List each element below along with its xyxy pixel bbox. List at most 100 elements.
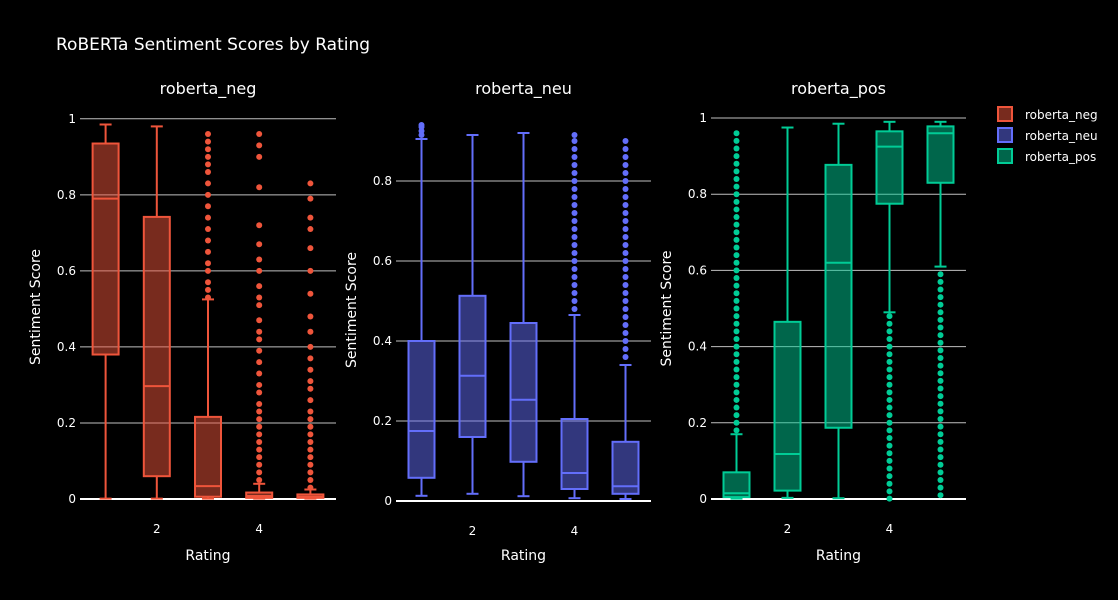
box-rating-3[interactable] bbox=[194, 131, 222, 500]
outlier-point bbox=[886, 450, 893, 457]
outlier-point bbox=[622, 138, 629, 144]
outlier-point bbox=[886, 495, 893, 502]
legend-swatch bbox=[997, 106, 1013, 122]
outlier-point bbox=[205, 191, 211, 198]
outlier-point bbox=[307, 245, 314, 252]
outlier-point bbox=[733, 343, 740, 350]
outlier-point bbox=[622, 162, 629, 168]
box-rating-1[interactable] bbox=[722, 130, 751, 500]
outlier-point bbox=[307, 385, 314, 392]
box-rating-2[interactable] bbox=[458, 134, 487, 495]
outlier-point bbox=[733, 145, 740, 152]
legend-swatch bbox=[997, 127, 1013, 143]
outlier-point bbox=[307, 397, 314, 404]
outlier-point bbox=[205, 169, 211, 176]
outlier-point bbox=[256, 423, 263, 430]
box-rating-4[interactable] bbox=[875, 120, 904, 502]
box-rating-5[interactable] bbox=[296, 180, 325, 500]
box-iqr bbox=[926, 125, 955, 184]
y-tick-label: 0 bbox=[699, 492, 707, 506]
outlier-point bbox=[622, 178, 629, 184]
box-rating-4[interactable] bbox=[245, 131, 274, 500]
y-tick-label: 1 bbox=[68, 112, 76, 126]
outlier-point bbox=[571, 250, 578, 256]
outlier-point bbox=[256, 328, 263, 335]
outlier-point bbox=[937, 271, 944, 278]
legend-item-roberta_pos[interactable]: roberta_pos bbox=[997, 148, 1096, 164]
outlier-point bbox=[571, 210, 578, 216]
outlier-point bbox=[205, 267, 211, 274]
box-rating-3[interactable] bbox=[824, 122, 853, 500]
subplot-title: roberta_neg bbox=[160, 79, 257, 99]
outlier-point bbox=[307, 454, 314, 461]
outlier-point bbox=[256, 389, 263, 396]
legend-label: roberta_neu bbox=[1025, 129, 1098, 143]
outlier-point bbox=[571, 266, 578, 272]
outlier-point bbox=[622, 322, 629, 328]
outlier-point bbox=[307, 366, 314, 373]
outlier-point bbox=[733, 229, 740, 236]
outlier-point bbox=[256, 267, 263, 274]
outlier-point bbox=[937, 393, 944, 400]
outlier-point bbox=[571, 162, 578, 168]
legend[interactable]: roberta_neg roberta_neu roberta_pos bbox=[997, 106, 1098, 164]
outlier-point bbox=[256, 416, 263, 423]
outlier-point bbox=[733, 275, 740, 282]
outlier-point bbox=[571, 218, 578, 224]
outlier-point bbox=[622, 226, 629, 232]
outlier-point bbox=[937, 431, 944, 438]
outlier-point bbox=[733, 335, 740, 342]
outlier-point bbox=[886, 480, 893, 487]
outlier-point bbox=[307, 180, 314, 187]
outlier-point bbox=[307, 378, 314, 385]
outlier-point bbox=[886, 381, 893, 388]
box-rating-2[interactable] bbox=[142, 125, 171, 500]
outlier-point bbox=[733, 259, 740, 266]
outlier-point bbox=[205, 279, 211, 286]
outlier-point bbox=[733, 297, 740, 304]
outlier-point bbox=[733, 191, 740, 198]
subplots: 0 0.2 0.4 0.6 0.8 1 2 4 roberta_neg Rating Sentime… bbox=[28, 79, 966, 564]
subplot-title: roberta_pos bbox=[791, 79, 886, 99]
outlier-point bbox=[571, 186, 578, 192]
outlier-point bbox=[622, 242, 629, 248]
box-rating-5[interactable] bbox=[926, 120, 955, 499]
box-rating-5[interactable] bbox=[611, 138, 640, 500]
outlier-point bbox=[937, 370, 944, 377]
outlier-point bbox=[307, 484, 314, 491]
box-iqr bbox=[509, 322, 538, 463]
outlier-point bbox=[622, 258, 629, 264]
outlier-point bbox=[571, 154, 578, 160]
outlier-point bbox=[256, 256, 263, 263]
box-iqr bbox=[407, 340, 436, 479]
box-iqr bbox=[824, 163, 853, 429]
outlier-point bbox=[307, 313, 314, 320]
outlier-point bbox=[886, 358, 893, 365]
legend-item-roberta_neg[interactable]: roberta_neg bbox=[997, 106, 1098, 122]
outlier-point bbox=[256, 184, 263, 191]
x-tick-label: 4 bbox=[886, 522, 894, 536]
outlier-point bbox=[937, 461, 944, 468]
outlier-point bbox=[205, 161, 211, 168]
outlier-point bbox=[937, 294, 944, 301]
y-tick-label: 0.6 bbox=[373, 254, 392, 268]
outlier-point bbox=[937, 324, 944, 331]
outlier-point bbox=[307, 214, 314, 221]
outlier-point bbox=[622, 290, 629, 296]
outlier-point bbox=[256, 454, 263, 461]
box-rating-1[interactable] bbox=[91, 123, 120, 500]
box-rating-3[interactable] bbox=[509, 132, 538, 498]
outlier-point bbox=[622, 210, 629, 216]
box-iqr bbox=[773, 320, 802, 492]
y-axis-label: Sentiment Score bbox=[28, 249, 44, 365]
outlier-point bbox=[733, 404, 740, 411]
box-rating-2[interactable] bbox=[773, 126, 802, 499]
outlier-point bbox=[622, 266, 629, 272]
outlier-point bbox=[733, 168, 740, 175]
outlier-point bbox=[205, 248, 211, 255]
box-rating-4[interactable] bbox=[560, 132, 589, 500]
box-rating-1[interactable] bbox=[407, 122, 436, 497]
outlier-point bbox=[622, 346, 629, 352]
legend-item-roberta_neu[interactable]: roberta_neu bbox=[997, 127, 1098, 143]
outlier-point bbox=[937, 385, 944, 392]
